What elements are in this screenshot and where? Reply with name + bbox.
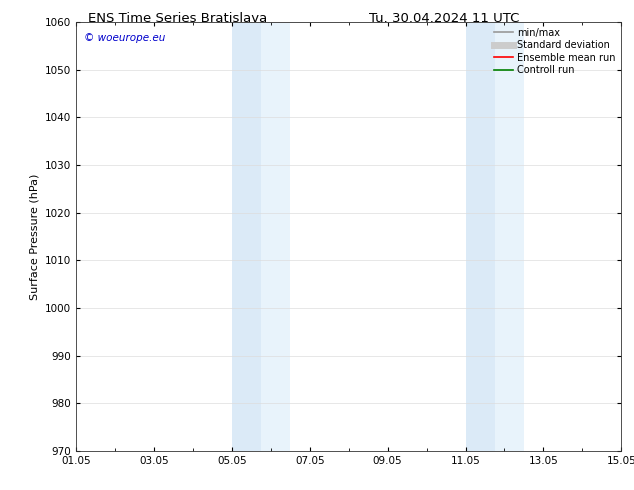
Legend: min/max, Standard deviation, Ensemble mean run, Controll run: min/max, Standard deviation, Ensemble me… <box>489 24 619 79</box>
Bar <box>465 22 495 451</box>
Bar <box>261 22 290 451</box>
Bar <box>495 22 524 451</box>
Text: © woeurope.eu: © woeurope.eu <box>84 33 165 43</box>
Text: ENS Time Series Bratislava: ENS Time Series Bratislava <box>88 12 267 25</box>
Y-axis label: Surface Pressure (hPa): Surface Pressure (hPa) <box>29 173 39 299</box>
Text: Tu. 30.04.2024 11 UTC: Tu. 30.04.2024 11 UTC <box>368 12 519 25</box>
Bar <box>232 22 261 451</box>
